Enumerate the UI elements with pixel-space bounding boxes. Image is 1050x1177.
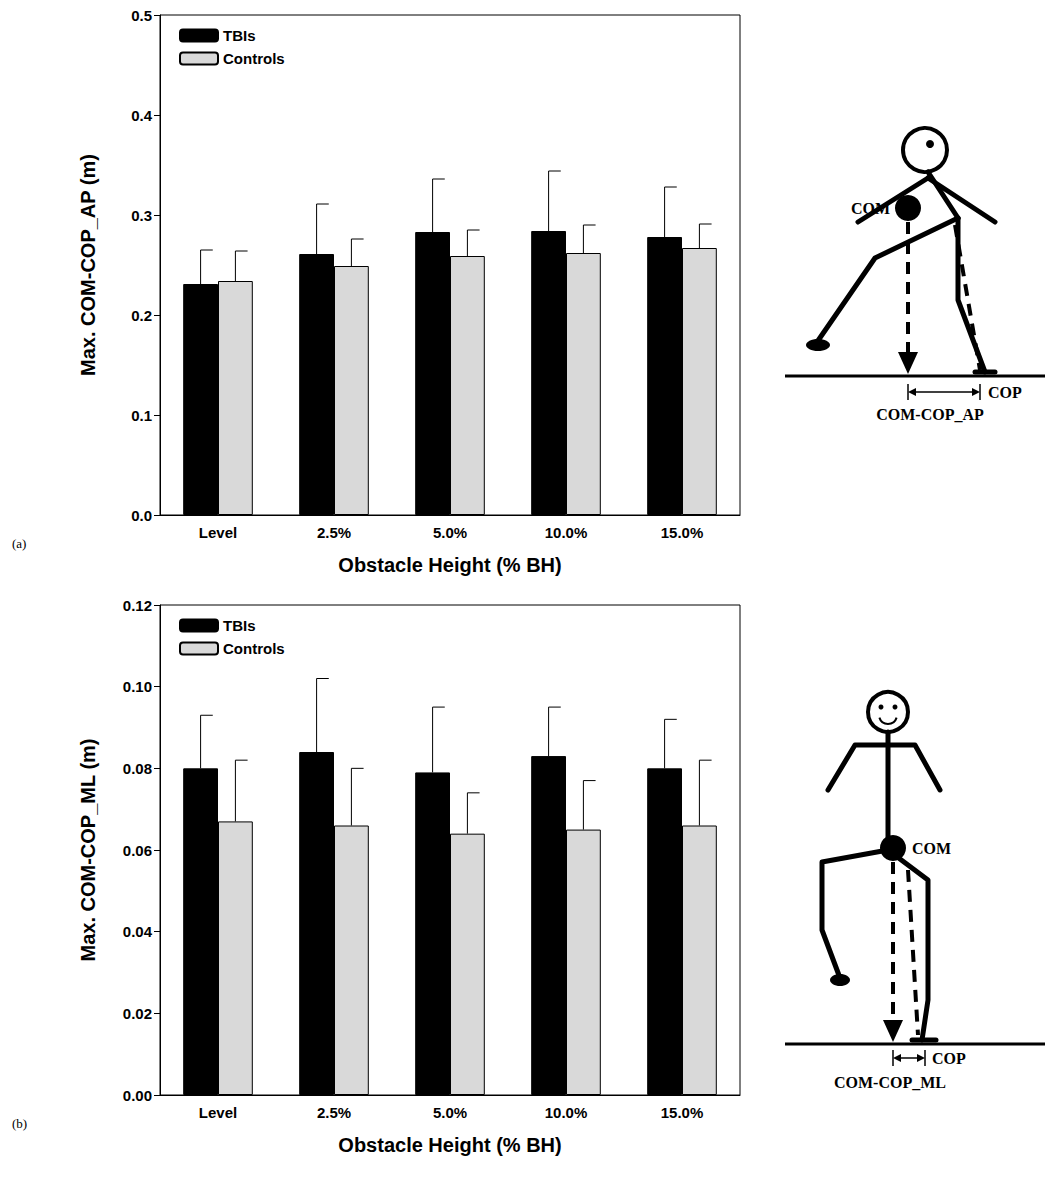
svg-text:Controls: Controls — [223, 50, 285, 67]
svg-text:0.5: 0.5 — [131, 7, 152, 24]
svg-text:10.0%: 10.0% — [545, 1104, 588, 1121]
svg-text:TBIs: TBIs — [223, 617, 256, 634]
svg-text:Level: Level — [199, 1104, 237, 1121]
svg-text:0.10: 0.10 — [123, 678, 152, 695]
svg-text:Max. COM-COP_ML (m): Max. COM-COP_ML (m) — [77, 739, 99, 962]
svg-text:0.3: 0.3 — [131, 207, 152, 224]
svg-text:0.1: 0.1 — [131, 407, 152, 424]
svg-text:0.0: 0.0 — [131, 507, 152, 524]
svg-text:15.0%: 15.0% — [661, 1104, 704, 1121]
svg-text:5.0%: 5.0% — [433, 524, 467, 541]
svg-text:Controls: Controls — [223, 640, 285, 657]
svg-text:COM: COM — [912, 840, 951, 857]
svg-text:(b): (b) — [12, 1116, 27, 1131]
svg-text:2.5%: 2.5% — [317, 524, 351, 541]
svg-text:COM: COM — [851, 200, 890, 217]
svg-text:0.06: 0.06 — [123, 842, 152, 859]
svg-text:COP: COP — [988, 384, 1022, 401]
svg-text:0.04: 0.04 — [123, 923, 153, 940]
svg-text:0.00: 0.00 — [123, 1087, 152, 1104]
svg-text:0.2: 0.2 — [131, 307, 152, 324]
svg-text:0.4: 0.4 — [131, 107, 153, 124]
svg-text:(a): (a) — [12, 536, 26, 551]
svg-text:COM-COP_AP: COM-COP_AP — [876, 406, 984, 423]
svg-text:COP: COP — [932, 1050, 966, 1067]
svg-text:Obstacle Height (% BH): Obstacle Height (% BH) — [338, 554, 561, 576]
svg-text:0.02: 0.02 — [123, 1005, 152, 1022]
svg-text:5.0%: 5.0% — [433, 1104, 467, 1121]
svg-text:COM-COP_ML: COM-COP_ML — [834, 1074, 946, 1091]
svg-text:0.12: 0.12 — [123, 597, 152, 614]
svg-text:10.0%: 10.0% — [545, 524, 588, 541]
svg-text:15.0%: 15.0% — [661, 524, 704, 541]
svg-text:Level: Level — [199, 524, 237, 541]
svg-text:TBIs: TBIs — [223, 27, 256, 44]
svg-text:Max. COM-COP_AP (m): Max. COM-COP_AP (m) — [77, 154, 99, 376]
svg-text:Obstacle Height (% BH): Obstacle Height (% BH) — [338, 1134, 561, 1156]
svg-text:0.08: 0.08 — [123, 760, 152, 777]
svg-text:2.5%: 2.5% — [317, 1104, 351, 1121]
